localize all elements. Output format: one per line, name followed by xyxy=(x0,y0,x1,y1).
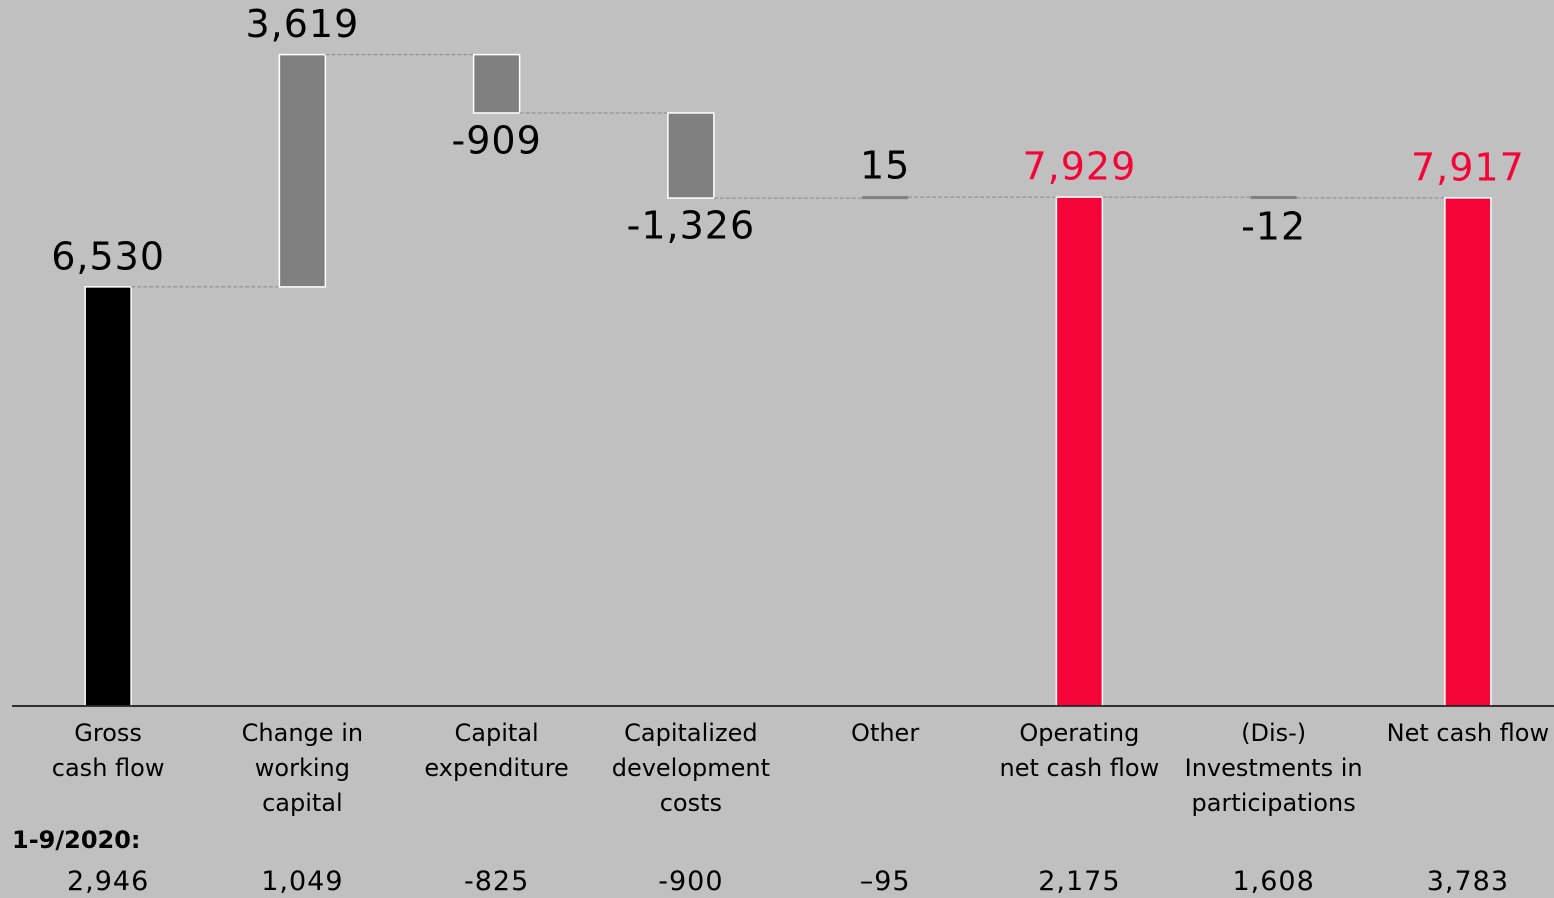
bar xyxy=(1055,196,1104,707)
value-label: 3,619 xyxy=(245,2,359,46)
bar xyxy=(84,286,132,707)
comparison-value: -825 xyxy=(463,866,530,897)
comparison-value: 1,049 xyxy=(261,866,344,897)
x-tick-label: Gross cash flow xyxy=(51,719,165,782)
value-label: 7,917 xyxy=(1411,145,1525,189)
x-tick-label: Operating net cash flow xyxy=(999,719,1160,782)
comparison-value: 2,175 xyxy=(1038,866,1121,897)
bar xyxy=(667,112,715,199)
x-tick-label: (Dis-) Investments in participations xyxy=(1184,719,1363,817)
bar xyxy=(862,196,909,200)
comparison-value: –95 xyxy=(859,866,911,897)
x-tick-label: Change in working capital xyxy=(241,719,364,817)
comparison-value: 1,608 xyxy=(1232,866,1315,897)
bar xyxy=(1250,195,1297,199)
value-label: -909 xyxy=(452,118,542,162)
bar xyxy=(1444,197,1492,707)
value-label: -12 xyxy=(1241,204,1306,248)
bar xyxy=(278,53,327,288)
value-label: -1,326 xyxy=(627,204,756,248)
x-tick-label: Capital expenditure xyxy=(424,719,569,782)
comparison-title: 1-9/2020: xyxy=(12,826,141,854)
bar xyxy=(472,53,521,114)
x-tick-label: Net cash flow xyxy=(1386,719,1550,747)
comparison-value: -900 xyxy=(658,866,724,897)
comparison-value: 2,946 xyxy=(66,866,150,897)
value-label: 7,929 xyxy=(1022,145,1136,189)
value-label: 6,530 xyxy=(51,234,165,278)
x-tick-label: Capitalized development costs xyxy=(611,719,771,817)
value-label: 15 xyxy=(860,144,910,188)
comparison-value: 3,783 xyxy=(1426,866,1510,897)
x-tick-label: Other xyxy=(851,719,920,747)
